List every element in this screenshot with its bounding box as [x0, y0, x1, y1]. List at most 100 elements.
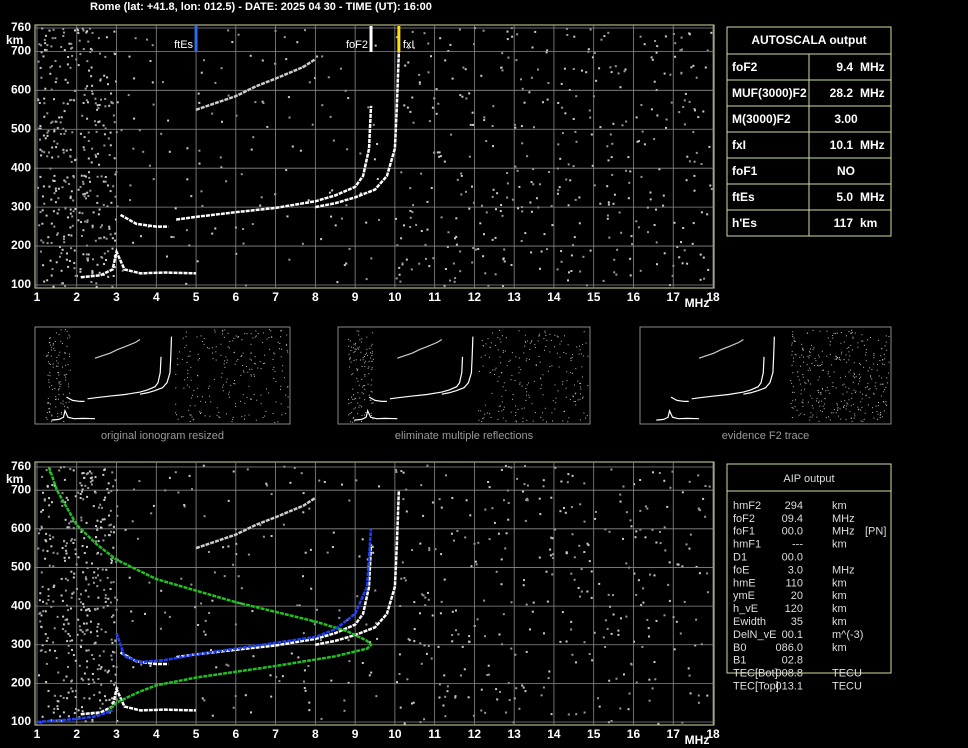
noise-dot: [65, 149, 68, 152]
noise-dot: [881, 383, 883, 385]
noise-dot: [560, 82, 563, 85]
noise-dot: [501, 410, 503, 412]
noise-dot: [106, 488, 109, 491]
noise-dot: [69, 226, 72, 229]
noise-dot: [37, 186, 40, 189]
noise-dot: [575, 95, 578, 98]
noise-dot: [233, 352, 235, 353]
noise-dot: [50, 719, 53, 722]
noise-dot: [97, 574, 99, 577]
noise-dot: [830, 412, 832, 414]
noise-dot: [41, 195, 44, 198]
noise-dot: [44, 539, 47, 542]
noise-dot: [510, 411, 512, 413]
noise-dot: [160, 132, 163, 135]
noise-dot: [98, 120, 101, 123]
noise-dot: [100, 666, 103, 669]
noise-dot: [352, 388, 354, 390]
noise-dot: [540, 378, 542, 380]
noise-dot: [657, 722, 660, 725]
noise-dot: [845, 386, 847, 388]
noise-dot: [496, 698, 499, 701]
noise-dot: [138, 129, 141, 132]
noise-dot: [91, 226, 94, 229]
noise-dot: [86, 219, 89, 222]
noise-dot: [364, 356, 365, 357]
noise-dot: [569, 179, 572, 182]
noise-dot: [334, 224, 337, 227]
noise-dot: [68, 183, 70, 185]
noise-dot: [571, 474, 574, 477]
noise-dot: [530, 76, 533, 79]
noise-dot: [80, 531, 83, 533]
noise-dot: [103, 518, 106, 521]
noise-dot: [405, 258, 408, 261]
noise-dot: [524, 690, 527, 693]
noise-dot: [799, 356, 801, 358]
noise-dot: [826, 386, 828, 388]
noise-dot: [523, 579, 525, 582]
noise-dot: [180, 416, 182, 418]
noise-dot: [566, 371, 568, 373]
x-tick-label: 1: [34, 290, 41, 304]
noise-dot: [612, 202, 615, 205]
noise-dot: [274, 421, 276, 423]
noise-dot: [144, 612, 146, 615]
noise-dot: [303, 687, 306, 689]
noise-dot: [270, 493, 273, 496]
noise-dot: [74, 696, 77, 698]
noise-dot: [515, 687, 518, 690]
noise-dot: [240, 356, 242, 357]
noise-dot: [105, 36, 108, 39]
noise-dot: [575, 368, 577, 370]
noise-dot: [801, 354, 803, 356]
noise-dot: [62, 148, 65, 151]
noise-dot: [207, 387, 209, 389]
noise-dot: [94, 153, 97, 156]
noise-dot: [846, 347, 848, 349]
noise-dot: [361, 392, 363, 394]
noise-dot: [304, 29, 306, 32]
noise-dot: [93, 571, 96, 574]
noise-dot: [108, 154, 111, 156]
noise-dot: [865, 352, 867, 353]
noise-dot: [430, 187, 433, 189]
noise-dot: [66, 176, 69, 179]
noise-dot: [570, 628, 573, 631]
noise-dot: [686, 155, 689, 158]
noise-dot: [438, 151, 441, 154]
noise-dot: [216, 407, 218, 409]
noise-dot: [495, 208, 497, 211]
noise-dot: [518, 357, 520, 359]
noise-dot: [53, 584, 56, 587]
noise-dot: [588, 109, 591, 112]
noise-dot: [587, 385, 589, 387]
row-label: fxI: [732, 138, 746, 152]
noise-dot: [110, 559, 113, 562]
noise-dot: [521, 87, 524, 90]
noise-dot: [647, 627, 650, 630]
noise-dot: [298, 604, 301, 607]
noise-dot: [358, 346, 360, 348]
noise-dot: [804, 381, 806, 383]
noise-dot: [46, 155, 49, 158]
aip-cell: 02.8: [782, 655, 803, 667]
noise-dot: [637, 579, 640, 582]
noise-dot: [842, 384, 844, 386]
noise-dot: [41, 222, 44, 225]
noise-dot: [809, 416, 811, 418]
noise-dot: [191, 394, 193, 396]
table-title: AIP output: [783, 473, 834, 485]
row-value: NO: [837, 164, 855, 178]
noise-dot: [50, 222, 53, 225]
noise-dot: [357, 402, 359, 404]
noise-dot: [829, 375, 831, 377]
noise-dot: [791, 364, 793, 366]
noise-dot: [635, 116, 638, 119]
noise-dot: [607, 31, 610, 34]
noise-dot: [457, 633, 460, 636]
noise-dot: [357, 413, 359, 415]
noise-dot: [836, 332, 838, 334]
noise-dot: [253, 375, 255, 377]
trace: [315, 490, 401, 646]
